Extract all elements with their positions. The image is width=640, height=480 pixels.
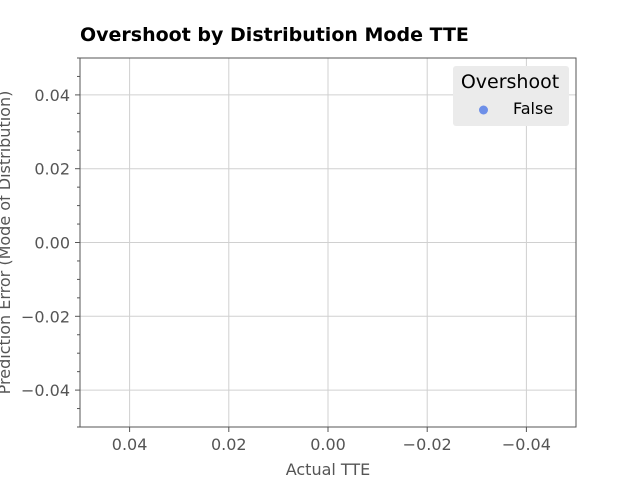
y-tick-label: −0.02 [21,307,70,326]
x-tick-label: −0.04 [502,435,551,454]
gridlines [80,58,576,427]
legend-entry-label: False [513,99,553,118]
x-tick-label: 0.02 [211,435,247,454]
x-tick-label: 0.00 [310,435,346,454]
y-tick-label: 0.04 [34,86,70,105]
y-tick-label: −0.04 [21,381,70,400]
legend-title: Overshoot [461,71,559,93]
y-tick-label: 0.02 [34,160,70,179]
legend-entries: False [479,99,553,118]
y-tick-label: 0.00 [34,234,70,253]
x-tick-label: 0.04 [112,435,148,454]
legend: Overshoot False [453,66,569,126]
legend-marker [479,105,488,115]
x-axis-label: Actual TTE [286,460,371,479]
chart-title: Overshoot by Distribution Mode TTE [80,24,469,46]
axis-ticks: 0.04 0.02 0.00 −0.02 −0.04 0.04 0.02 0.00 −0.02 −… [21,57,551,454]
x-tick-label: −0.02 [403,435,452,454]
y-axis-label: Prediction Error (Mode of Distribution) [0,91,14,395]
